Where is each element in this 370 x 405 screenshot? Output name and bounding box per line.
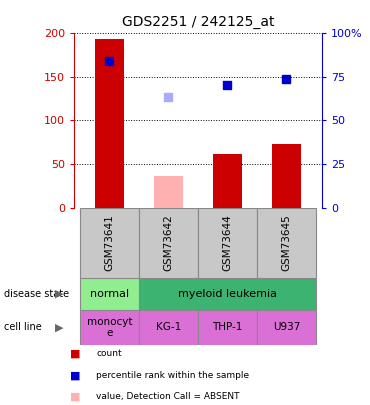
Bar	[272, 144, 301, 208]
Bar	[198, 310, 257, 345]
Bar	[139, 208, 198, 278]
Bar	[198, 208, 257, 278]
Text: normal: normal	[90, 289, 129, 299]
Bar	[80, 208, 139, 278]
Bar	[154, 176, 183, 208]
Bar	[80, 310, 139, 345]
Text: value, Detection Call = ABSENT: value, Detection Call = ABSENT	[96, 392, 240, 401]
Point	[225, 81, 231, 88]
Bar	[95, 39, 124, 208]
Bar	[213, 154, 242, 208]
Text: U937: U937	[273, 322, 300, 333]
Text: ■: ■	[70, 349, 81, 359]
Text: myeloid leukemia: myeloid leukemia	[178, 289, 277, 299]
Text: ▶: ▶	[55, 322, 63, 333]
Bar	[257, 310, 316, 345]
Text: GSM73644: GSM73644	[222, 215, 232, 271]
Text: KG-1: KG-1	[156, 322, 181, 333]
Text: GSM73645: GSM73645	[282, 215, 292, 271]
Bar	[257, 208, 316, 278]
Text: GSM73642: GSM73642	[164, 215, 174, 271]
Text: cell line: cell line	[4, 322, 41, 333]
Point	[107, 58, 112, 64]
Text: THP-1: THP-1	[212, 322, 243, 333]
Text: ■: ■	[70, 371, 81, 381]
Text: ■: ■	[70, 392, 81, 402]
Text: GSM73641: GSM73641	[104, 215, 114, 271]
Text: percentile rank within the sample: percentile rank within the sample	[96, 371, 249, 379]
Bar	[80, 278, 139, 310]
Bar	[139, 278, 316, 310]
Point	[165, 94, 171, 100]
Title: GDS2251 / 242125_at: GDS2251 / 242125_at	[122, 15, 274, 29]
Text: monocyt
e: monocyt e	[87, 317, 132, 338]
Text: ▶: ▶	[55, 289, 63, 299]
Text: count: count	[96, 349, 122, 358]
Bar	[139, 310, 198, 345]
Point	[283, 76, 289, 83]
Text: disease state: disease state	[4, 289, 69, 299]
